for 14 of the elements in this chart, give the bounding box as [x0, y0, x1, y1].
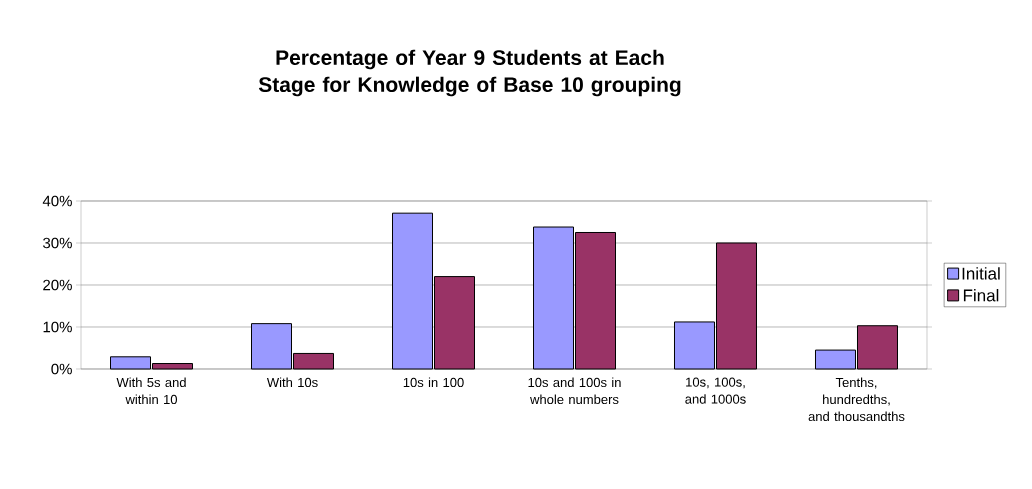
legend-label: Final: [963, 288, 999, 302]
y-tick-label: 0%: [51, 363, 72, 375]
x-tick-label: 10s and 100s in whole numbers: [528, 377, 621, 405]
x-tick-label: 10s in 100: [403, 377, 464, 388]
y-tick-label: 40%: [42, 195, 72, 207]
y-tick-label: 10%: [43, 321, 72, 333]
x-tick-label: With 10s: [266, 377, 318, 388]
x-tick-label: 10s, 100s, and 1000s: [685, 377, 746, 404]
x-tick-label: Tenths, hundredths, and thousandths: [808, 377, 905, 422]
chart-title: Percentage of Year 9 Students at Each Stage for Knowledge of Base 10 grouping: [258, 49, 681, 97]
legend-label: Initial: [962, 267, 1000, 280]
y-tick-label: 20%: [43, 279, 72, 291]
y-tick-label: 30%: [43, 237, 72, 249]
x-tick-label: With 5s and within 10: [116, 377, 186, 405]
